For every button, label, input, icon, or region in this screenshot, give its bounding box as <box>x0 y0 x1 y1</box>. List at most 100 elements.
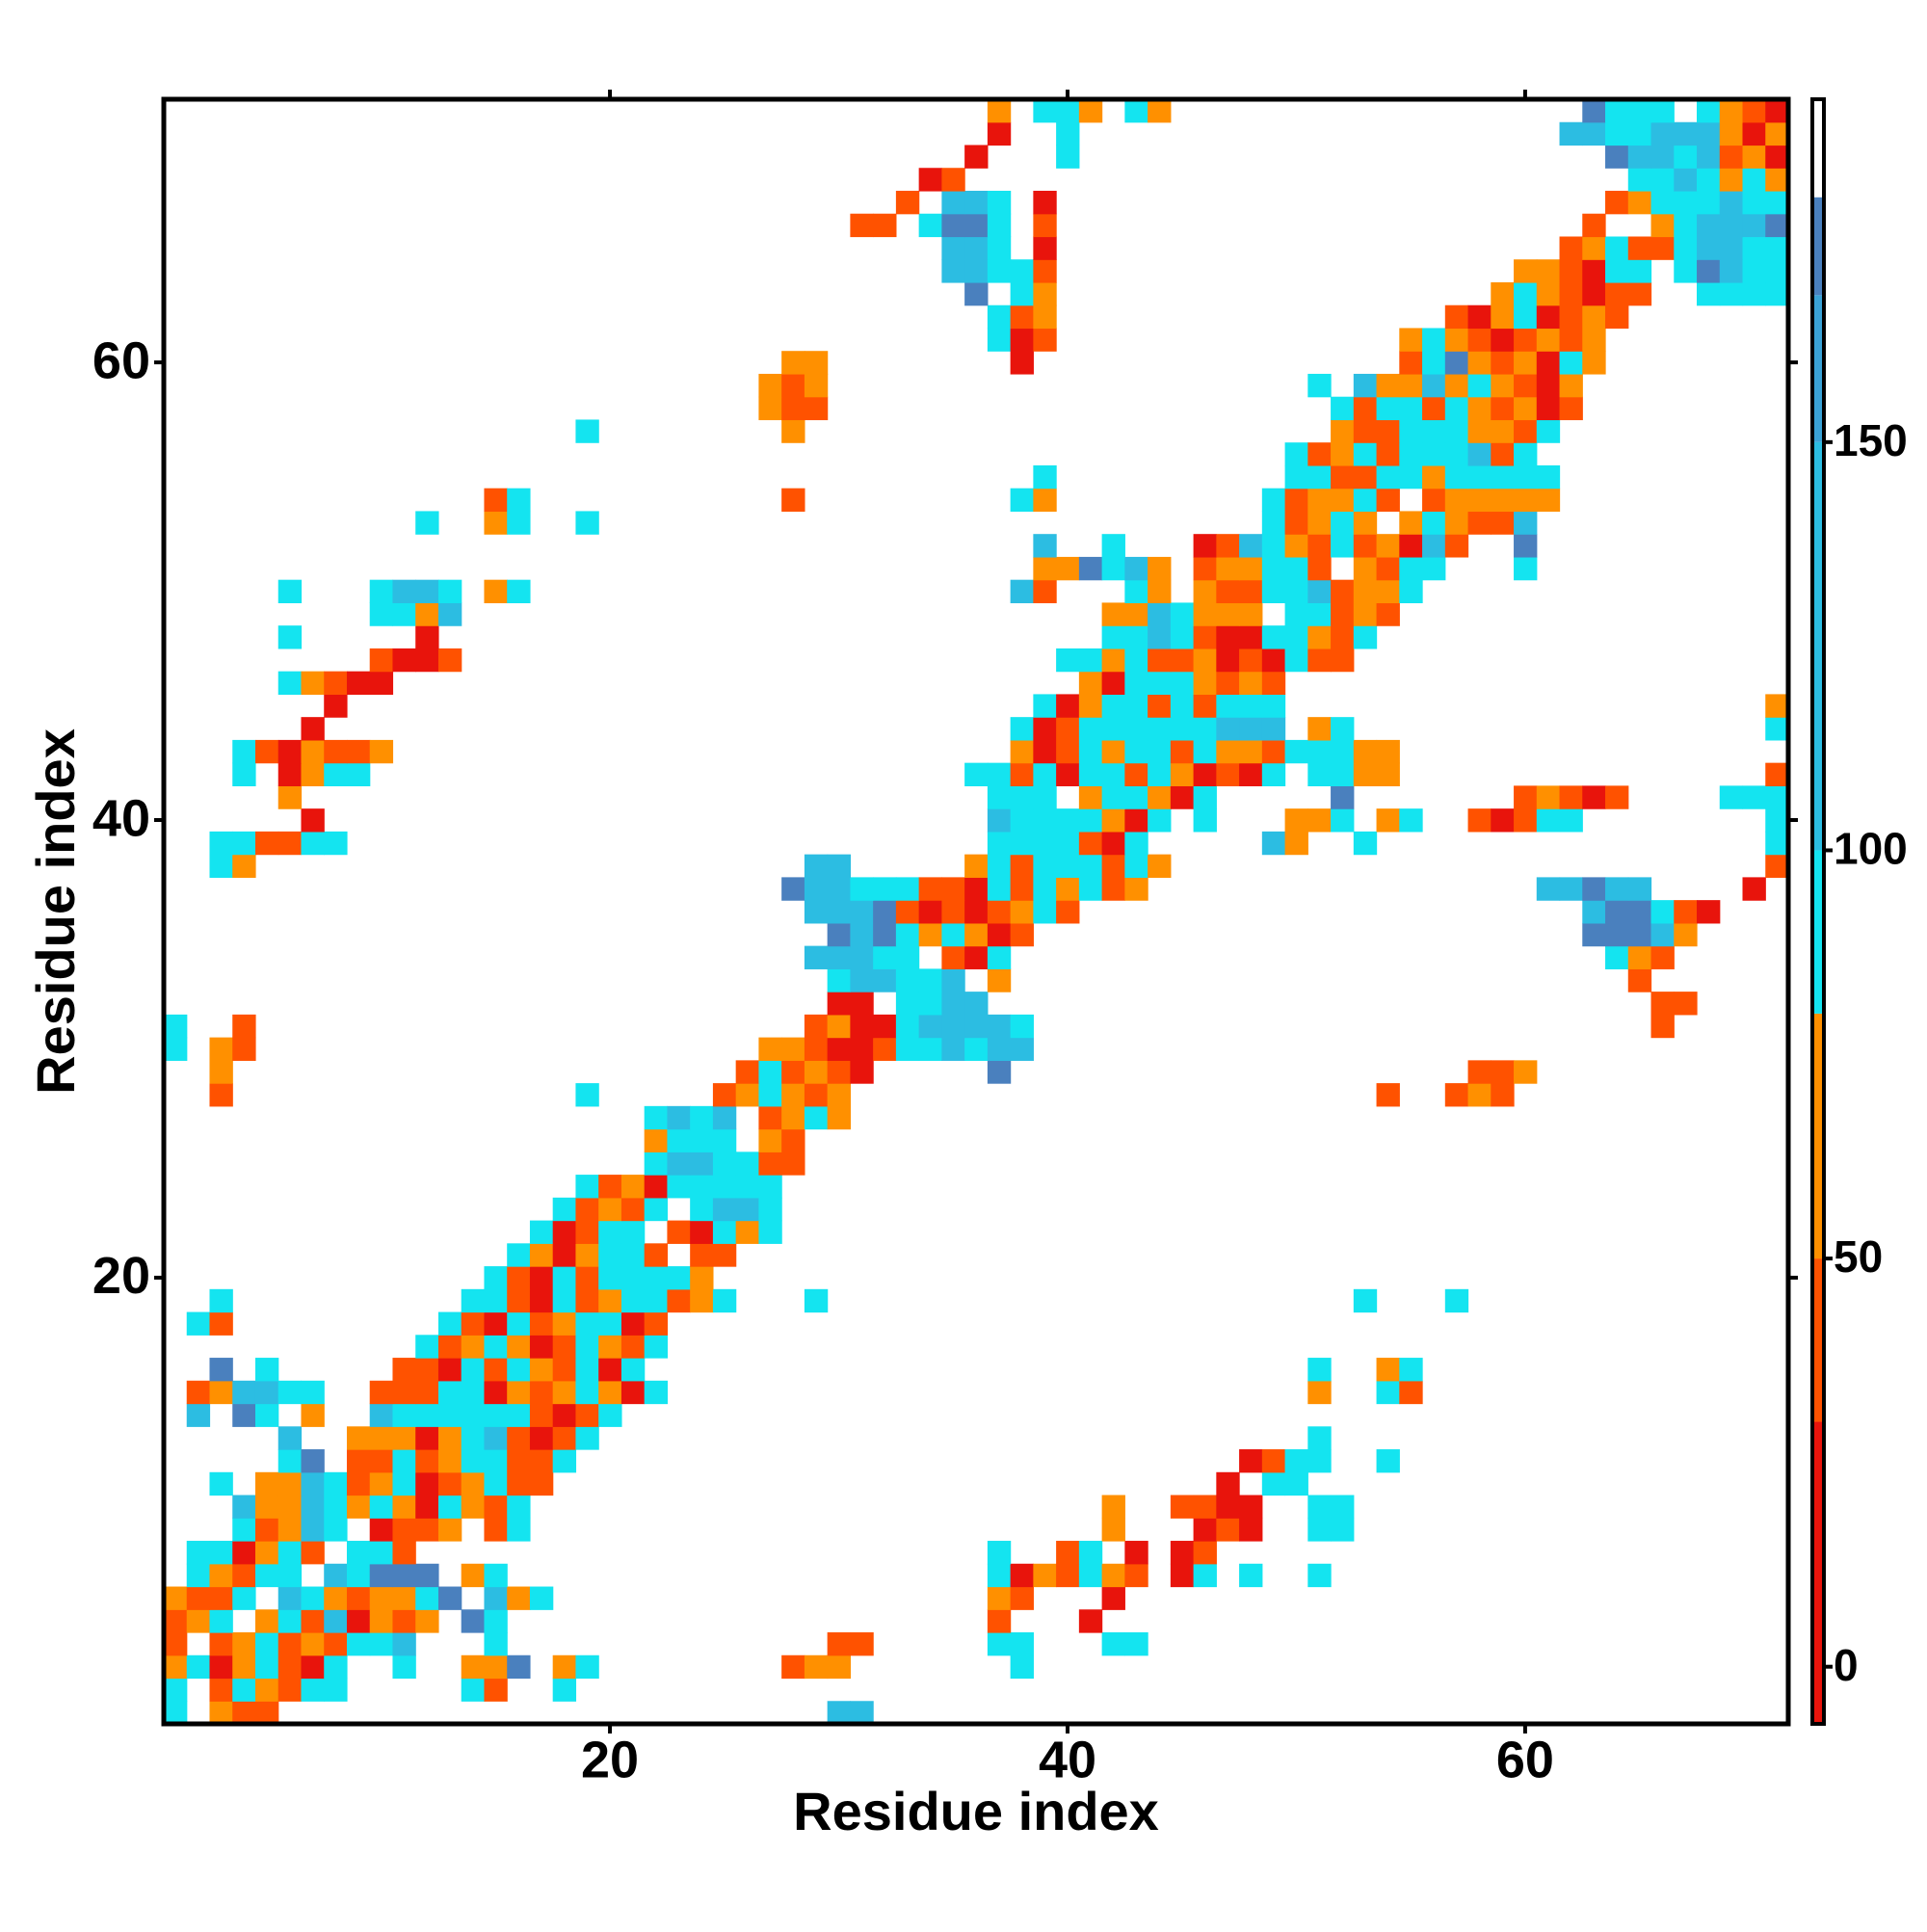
heatmap-cell <box>1216 762 1240 786</box>
heatmap-cell <box>392 1426 416 1450</box>
heatmap-cell <box>1124 854 1148 878</box>
heatmap-cell <box>964 213 989 238</box>
heatmap-cell <box>987 1541 1012 1565</box>
heatmap-cell <box>1239 1518 1263 1542</box>
heatmap-cell <box>644 1175 669 1199</box>
heatmap-cell <box>1078 694 1103 718</box>
heatmap-cell <box>415 1563 439 1588</box>
heatmap-cell <box>1559 785 1583 809</box>
heatmap-cell <box>346 1586 371 1610</box>
heatmap-cell <box>277 739 303 764</box>
heatmap-cell <box>415 1335 439 1359</box>
heatmap-cell <box>232 1632 256 1656</box>
heatmap-cell <box>209 854 233 878</box>
heatmap-cell <box>164 1586 188 1610</box>
heatmap-cell <box>277 1678 303 1702</box>
heatmap-cell <box>1170 762 1195 786</box>
heatmap-cell <box>1559 396 1583 421</box>
heatmap-cell <box>941 1014 965 1039</box>
heatmap-cell <box>529 1220 554 1244</box>
heatmap-cell <box>873 945 897 969</box>
heatmap-cell <box>1056 145 1080 169</box>
heatmap-cell <box>804 351 829 375</box>
heatmap-cell <box>1078 717 1103 741</box>
heatmap-cell <box>873 877 897 901</box>
heatmap-cell <box>529 1311 554 1336</box>
heatmap-cell <box>598 1197 622 1222</box>
heatmap-cell <box>735 1083 760 1107</box>
heatmap-cell <box>873 1037 897 1061</box>
heatmap-cell <box>369 1609 394 1633</box>
heatmap-cell <box>598 1243 622 1267</box>
heatmap-cell <box>552 1403 577 1427</box>
heatmap-cell <box>1582 328 1606 352</box>
heatmap-cell <box>1307 739 1332 764</box>
heatmap-cell <box>1376 739 1400 764</box>
heatmap-cell <box>507 488 531 513</box>
heatmap-cell <box>964 945 989 969</box>
heatmap-cell <box>1056 1563 1080 1588</box>
heatmap-cell <box>941 1037 965 1061</box>
heatmap-cell <box>690 1175 714 1199</box>
heatmap-cell <box>804 1060 829 1084</box>
heatmap-cell <box>484 1426 508 1450</box>
heatmap-cell <box>1124 785 1148 809</box>
heatmap-cell <box>1719 190 1744 215</box>
heatmap-cell <box>1376 1449 1400 1473</box>
heatmap-cell <box>1261 831 1286 856</box>
heatmap-cell <box>1399 579 1423 604</box>
heatmap-cell <box>346 1541 371 1565</box>
heatmap-cell <box>1444 373 1469 398</box>
heatmap-cell <box>1536 785 1561 809</box>
heatmap-cell <box>1742 877 1766 901</box>
heatmap-cell <box>1376 556 1400 581</box>
heatmap-cell <box>1033 739 1057 764</box>
heatmap-cell <box>552 1266 577 1290</box>
heatmap-cell <box>1536 808 1561 833</box>
heatmap-cell <box>1536 877 1561 901</box>
heatmap-cell <box>392 1495 416 1519</box>
heatmap-cell <box>1193 1541 1217 1565</box>
heatmap-cell <box>644 1243 669 1267</box>
heatmap-cell <box>1627 236 1652 260</box>
heatmap-cell <box>1078 762 1103 786</box>
heatmap-cell <box>1742 213 1766 238</box>
heatmap-cell <box>1491 511 1515 535</box>
heatmap-cell <box>254 1541 279 1565</box>
heatmap-cell <box>598 1403 622 1427</box>
heatmap-cell <box>827 1105 851 1130</box>
heatmap-cell <box>1148 808 1172 833</box>
heatmap-cell <box>1331 648 1355 673</box>
heatmap-cell <box>987 900 1012 924</box>
heatmap-cell <box>1742 121 1766 146</box>
heatmap-cell <box>781 351 805 375</box>
heatmap-cell <box>324 1586 348 1610</box>
heatmap-cell <box>804 1654 829 1680</box>
heatmap-cell <box>620 1380 646 1405</box>
heatmap-cell <box>1719 145 1744 169</box>
heatmap-cell <box>1467 808 1491 833</box>
heatmap-cell <box>1765 808 1789 833</box>
heatmap-cell <box>712 1288 737 1313</box>
heatmap-cell <box>484 511 508 535</box>
heatmap-cell <box>1605 99 1629 123</box>
heatmap-cell <box>735 1151 760 1176</box>
heatmap-cell <box>1261 671 1286 696</box>
heatmap-cell <box>1261 625 1286 649</box>
heatmap-cell <box>1514 464 1538 490</box>
heatmap-cell <box>1627 259 1652 283</box>
heatmap-cell <box>392 1563 416 1588</box>
heatmap-cell <box>598 1358 622 1382</box>
heatmap-cell <box>324 694 348 718</box>
heatmap-cell <box>552 1426 577 1450</box>
heatmap-cell <box>1331 602 1355 626</box>
heatmap-cell <box>690 1266 714 1290</box>
colorbar-segment <box>1812 1013 1824 1259</box>
heatmap-cell <box>1307 762 1332 786</box>
heatmap-cell <box>529 1403 554 1427</box>
heatmap-cell <box>1422 488 1446 513</box>
heatmap-cell <box>1536 464 1561 490</box>
heatmap-cell <box>461 1358 486 1382</box>
heatmap-cell <box>529 1380 554 1405</box>
heatmap-cell <box>941 945 965 969</box>
